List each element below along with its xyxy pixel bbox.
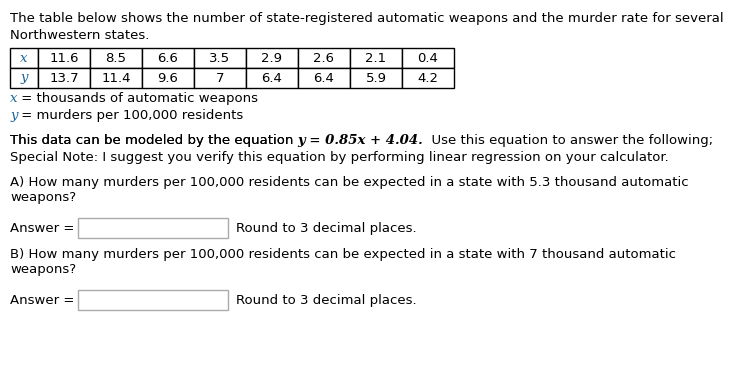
Bar [38,48,90,68]
Bar [10,48,38,68]
Text: 6.4: 6.4 [261,72,283,85]
Text: 3.5: 3.5 [209,51,231,64]
Bar [10,68,38,88]
Text: 5.9: 5.9 [365,72,386,85]
Text: 9.6: 9.6 [157,72,179,85]
Text: 11.6: 11.6 [49,51,79,64]
Text: 2.9: 2.9 [261,51,283,64]
Text: Answer =: Answer = [10,222,75,235]
Bar [194,68,246,88]
Bar [246,68,298,88]
Text: 6.4: 6.4 [313,72,335,85]
Bar [90,68,142,88]
Bar [402,48,454,68]
Text: y: y [10,109,18,122]
Text: 6.6: 6.6 [157,51,179,64]
Bar [350,68,402,88]
Text: 0.4: 0.4 [417,51,438,64]
Text: 7: 7 [216,72,224,85]
Text: 13.7: 13.7 [49,72,79,85]
Bar [350,48,402,68]
Text: This data can be modeled by the equation: This data can be modeled by the equation [10,134,298,147]
Text: y: y [20,72,28,85]
Text: 11.4: 11.4 [101,72,131,85]
Bar [142,68,194,88]
Bar [246,48,298,68]
Bar [38,68,90,88]
Text: 2.6: 2.6 [313,51,335,64]
Text: 2.1: 2.1 [365,51,386,64]
Text: = thousands of automatic weapons: = thousands of automatic weapons [17,92,258,105]
Text: B) How many murders per 100,000 residents can be expected in a state with 7 thou: B) How many murders per 100,000 resident… [10,248,676,276]
Text: 8.5: 8.5 [105,51,127,64]
Bar [402,68,454,88]
Text: This data can be modeled by the equation: This data can be modeled by the equation [10,134,298,147]
Text: Round to 3 decimal places.: Round to 3 decimal places. [236,294,417,307]
Text: Round to 3 decimal places.: Round to 3 decimal places. [236,222,417,235]
Bar [78,290,228,310]
Bar [194,48,246,68]
Text: Answer =: Answer = [10,294,75,307]
Text: A) How many murders per 100,000 residents can be expected in a state with 5.3 th: A) How many murders per 100,000 resident… [10,176,689,204]
Bar [90,48,142,68]
Bar [298,48,350,68]
Bar [298,68,350,88]
Text: x: x [10,92,18,105]
Text: 4.2: 4.2 [417,72,438,85]
Bar [142,48,194,68]
Text: x: x [20,51,28,64]
Text: = murders per 100,000 residents: = murders per 100,000 residents [17,109,243,122]
Text: y = 0.85x + 4.04.: y = 0.85x + 4.04. [298,134,423,147]
Text: Special Note: I suggest you verify this equation by performing linear regression: Special Note: I suggest you verify this … [10,151,669,164]
Bar [78,218,228,238]
Text: Northwestern states.: Northwestern states. [10,29,149,42]
Text: Use this equation to answer the following;: Use this equation to answer the followin… [423,134,714,147]
Text: The table below shows the number of state-registered automatic weapons and the m: The table below shows the number of stat… [10,12,724,25]
